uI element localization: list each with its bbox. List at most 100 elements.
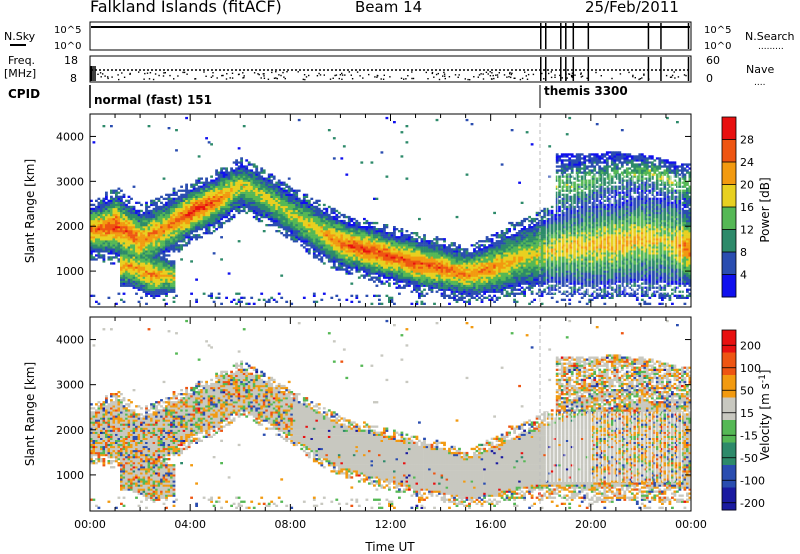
- power-cell: [353, 230, 356, 232]
- power-cell: [95, 208, 98, 210]
- power-cell: [466, 266, 469, 268]
- power-cell: [168, 272, 171, 274]
- power-cell: [235, 190, 238, 192]
- power-cell: [466, 291, 469, 293]
- nave-point: [100, 72, 101, 73]
- power-cell: [328, 214, 331, 216]
- power-cell: [371, 236, 374, 238]
- power-cell: [416, 250, 419, 252]
- power-cell: [378, 254, 381, 256]
- power-cell: [313, 208, 316, 210]
- power-cell: [160, 272, 163, 274]
- power-cell: [268, 216, 271, 218]
- power-cell: [118, 254, 121, 256]
- power-cell: [205, 192, 208, 194]
- power-cell: [360, 260, 363, 262]
- power-cell: [471, 293, 474, 295]
- power-cell: [95, 220, 98, 222]
- power-cell: [313, 232, 316, 234]
- power-cell: [288, 228, 291, 230]
- power-cell: [368, 224, 371, 226]
- power-cell: [113, 208, 116, 210]
- power-cell: [158, 277, 161, 279]
- power-cell: [103, 206, 106, 208]
- power-cell: [433, 303, 436, 305]
- power-cell: [138, 216, 141, 218]
- power-cell: [238, 204, 241, 206]
- power-cell: [148, 125, 151, 127]
- power-cell: [373, 250, 376, 252]
- power-cell: [168, 270, 171, 272]
- power-cell: [338, 238, 341, 240]
- power-cell: [180, 200, 183, 202]
- power-cell: [386, 244, 389, 246]
- power-cell: [220, 196, 223, 198]
- power-cell: [388, 262, 391, 264]
- power-cell: [308, 238, 311, 240]
- power-cell: [105, 242, 108, 244]
- power-cell: [115, 240, 118, 242]
- power-cell: [118, 238, 121, 240]
- power-cell: [213, 182, 216, 184]
- power-cell: [198, 190, 201, 192]
- power-cell: [125, 279, 128, 281]
- power-cell: [418, 270, 421, 272]
- power-cell: [105, 212, 108, 214]
- power-cell: [431, 289, 434, 291]
- power-cell: [160, 293, 163, 295]
- power-cell: [128, 254, 131, 256]
- power-cell: [476, 266, 479, 268]
- power-cell: [225, 208, 228, 210]
- power-cell: [203, 190, 206, 192]
- power-cell: [108, 224, 111, 226]
- power-cell: [393, 248, 396, 250]
- power-cell: [323, 293, 326, 295]
- power-cell: [308, 212, 311, 214]
- power-cell: [310, 206, 313, 208]
- power-cell: [303, 242, 306, 244]
- power-cell: [183, 244, 186, 246]
- power-cell: [203, 196, 206, 198]
- power-cell: [456, 277, 459, 279]
- power-cell: [403, 256, 406, 258]
- power-cell: [275, 220, 278, 222]
- power-cell: [140, 220, 143, 222]
- nave-point: [469, 79, 470, 80]
- power-cell: [168, 244, 171, 246]
- power-cell: [265, 188, 268, 190]
- power-cell: [160, 230, 163, 232]
- power-cell: [355, 234, 358, 236]
- power-cell: [258, 192, 261, 194]
- power-cell: [373, 268, 376, 270]
- power-cell: [123, 275, 126, 277]
- power-cell: [225, 174, 228, 176]
- power-cell: [398, 293, 401, 295]
- power-cell: [130, 246, 133, 248]
- power-cell: [428, 279, 431, 281]
- power-cell: [428, 270, 431, 272]
- power-cell: [253, 212, 256, 214]
- power-cell: [118, 244, 121, 246]
- power-cell: [148, 216, 151, 218]
- power-cell: [178, 196, 181, 198]
- power-cell: [268, 198, 271, 200]
- power-cell: [285, 220, 288, 222]
- power-cell: [391, 252, 394, 254]
- power-cell: [120, 200, 123, 202]
- power-cell: [208, 232, 211, 234]
- power-cell: [345, 222, 348, 224]
- power-cell: [295, 232, 298, 234]
- power-cell: [160, 258, 163, 260]
- power-cell: [145, 281, 148, 283]
- power-cell: [353, 248, 356, 250]
- power-cell: [483, 250, 486, 252]
- power-cell: [95, 214, 98, 216]
- power-cell: [333, 256, 336, 258]
- power-cell: [458, 293, 461, 295]
- power-cell: [198, 210, 201, 212]
- power-cell: [468, 252, 471, 254]
- nave-point: [104, 75, 105, 76]
- power-cell: [118, 246, 121, 248]
- power-cell: [366, 250, 369, 252]
- power-cell: [228, 184, 231, 186]
